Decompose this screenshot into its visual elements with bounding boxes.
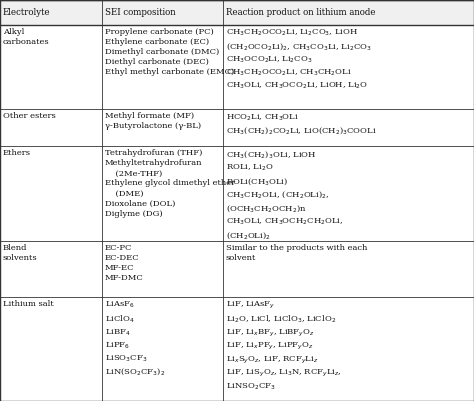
Bar: [0, 241, 474, 297]
Text: HCO$_2$Li, CH$_3$OLi
CH$_3$(CH$_2$)$_2$CO$_2$Li, LiO(CH$_2$)$_3$COOLi: HCO$_2$Li, CH$_3$OLi CH$_3$(CH$_2$)$_2$C…: [226, 112, 376, 136]
Text: Alkyl
carbonates: Alkyl carbonates: [3, 28, 49, 46]
Bar: [0, 0, 474, 24]
Text: CH$_3$CH$_2$OCO$_2$Li, Li$_2$CO$_3$, LiOH
(CH$_2$OCO$_2$Li)$_2$, CH$_3$CO$_3$Li,: CH$_3$CH$_2$OCO$_2$Li, Li$_2$CO$_3$, LiO…: [226, 28, 372, 91]
Text: Electrolyte: Electrolyte: [3, 8, 50, 17]
Text: CH$_3$(CH$_2$)$_3$OLi, LiOH
ROLi, Li$_2$O
ROLi(CH$_3$OLi)
CH$_3$CH$_2$OLi, (CH$_: CH$_3$(CH$_2$)$_3$OLi, LiOH ROLi, Li$_2$…: [226, 149, 343, 241]
Bar: [0, 24, 474, 109]
Bar: [0, 297, 474, 401]
Bar: [0, 146, 474, 241]
Text: EC-PC
EC-DEC
MF-EC
MF-DMC: EC-PC EC-DEC MF-EC MF-DMC: [105, 244, 144, 282]
Text: LiF, LiAsF$_y$
Li$_2$O, LiCl, LiClO$_3$, LiClO$_2$
LiF, Li$_x$BF$_y$, LiBF$_y$O$: LiF, LiAsF$_y$ Li$_2$O, LiCl, LiClO$_3$,…: [226, 300, 341, 392]
Text: SEI composition: SEI composition: [105, 8, 175, 17]
Text: Ethers: Ethers: [3, 149, 31, 157]
Text: LiAsF$_6$
LiClO$_4$
LiBF$_4$
LiPF$_6$
LiSO$_3$CF$_3$
LiN(SO$_2$CF$_3$)$_2$: LiAsF$_6$ LiClO$_4$ LiBF$_4$ LiPF$_6$ Li…: [105, 300, 165, 377]
Text: Methyl formate (MF)
γ-Butyrolactone (γ-BL): Methyl formate (MF) γ-Butyrolactone (γ-B…: [105, 112, 201, 130]
Text: Other esters: Other esters: [3, 112, 55, 120]
Text: Reaction product on lithium anode: Reaction product on lithium anode: [226, 8, 375, 17]
Text: Blend
solvents: Blend solvents: [3, 244, 37, 262]
Bar: [0, 109, 474, 146]
Text: Lithium salt: Lithium salt: [3, 300, 54, 308]
Text: Propylene carbonate (PC)
Ethylene carbonate (EC)
Dimethyl carbonate (DMC)
Diethy: Propylene carbonate (PC) Ethylene carbon…: [105, 28, 234, 76]
Text: Similar to the products with each
solvent: Similar to the products with each solven…: [226, 244, 367, 262]
Text: Tetrahydrofuran (THF)
Methyltetrahydrofuran
    (2Me-THF)
Ethylene glycol dimeth: Tetrahydrofuran (THF) Methyltetrahydrofu…: [105, 149, 235, 218]
